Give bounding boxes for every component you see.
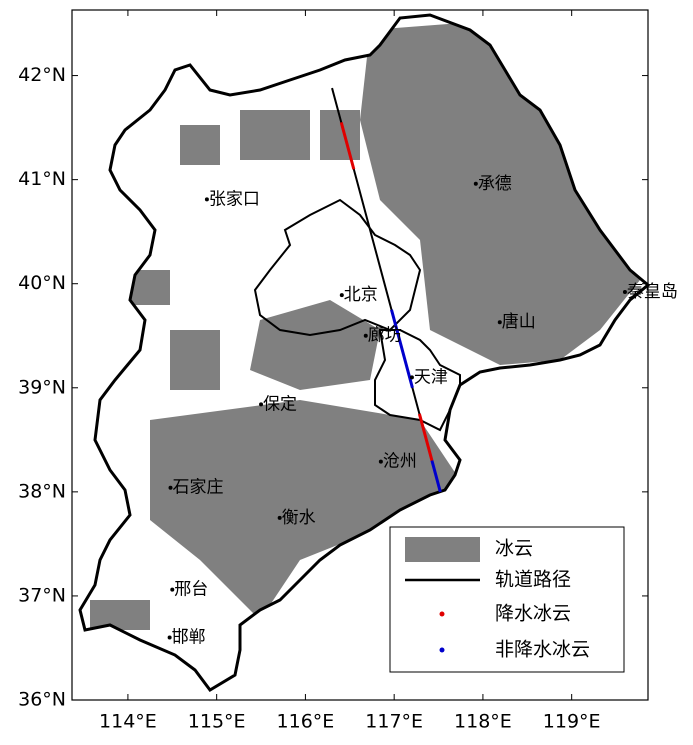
city-label: 承德 [478,174,512,194]
city-dot [204,197,209,202]
y-tick-label: 41°N [18,168,66,190]
city-label: 秦皇岛 [627,282,678,302]
city-label: 邢台 [174,580,208,600]
city-dot [473,181,478,186]
city-dot [363,333,368,338]
y-tick-label: 39°N [18,376,66,398]
track-segment [390,309,414,389]
city-label: 沧州 [383,452,417,472]
city-dot [622,290,627,295]
city-label: 张家口 [209,189,260,209]
city-label: 天津 [414,367,448,387]
legend-label: 降水冰云 [495,603,571,625]
city-dot [167,635,172,640]
city-dot [409,375,414,380]
city-dot [170,587,175,592]
city-label: 北京 [344,285,378,305]
track-segment [417,413,434,462]
y-tick-label: 42°N [18,64,66,86]
y-tick-label: 38°N [18,480,66,502]
city-dot [378,459,383,464]
city-label: 衡水 [282,508,316,528]
track-segment [430,460,442,493]
x-tick-label: 117°E [365,711,423,733]
legend-label: 冰云 [495,538,533,560]
axes-frame [71,9,649,701]
city-label: 廊坊 [368,326,402,346]
city-label: 石家庄 [173,478,224,498]
city-label: 唐山 [502,311,536,332]
legend-label: 轨道路径 [495,569,571,591]
city-dot [339,293,344,298]
city-dot [277,515,282,520]
city-dot [168,485,173,490]
y-tick-label: 40°N [18,272,66,294]
city-dot [497,320,502,325]
city-label: 保定 [263,394,297,414]
x-tick-label: 114°E [99,711,157,733]
x-tick-label: 116°E [277,711,335,733]
city-dot [259,402,264,407]
y-tick-label: 37°N [18,584,66,606]
hebei-boundary [78,13,651,692]
track-segment [339,122,356,170]
beijing-boundary [253,198,422,337]
x-tick-label: 115°E [188,711,246,733]
legend-swatch [439,647,445,653]
legend-label: 非降水冰云 [495,639,590,661]
y-tick-label: 36°N [18,689,66,711]
x-tick-label: 119°E [543,711,601,733]
ice-cloud-area [90,20,640,630]
tianjin-boundary [374,329,461,432]
legend-swatch [405,537,480,562]
legend-swatch [439,611,445,617]
city-label: 邯郸 [172,628,206,648]
x-tick-label: 118°E [454,711,512,733]
